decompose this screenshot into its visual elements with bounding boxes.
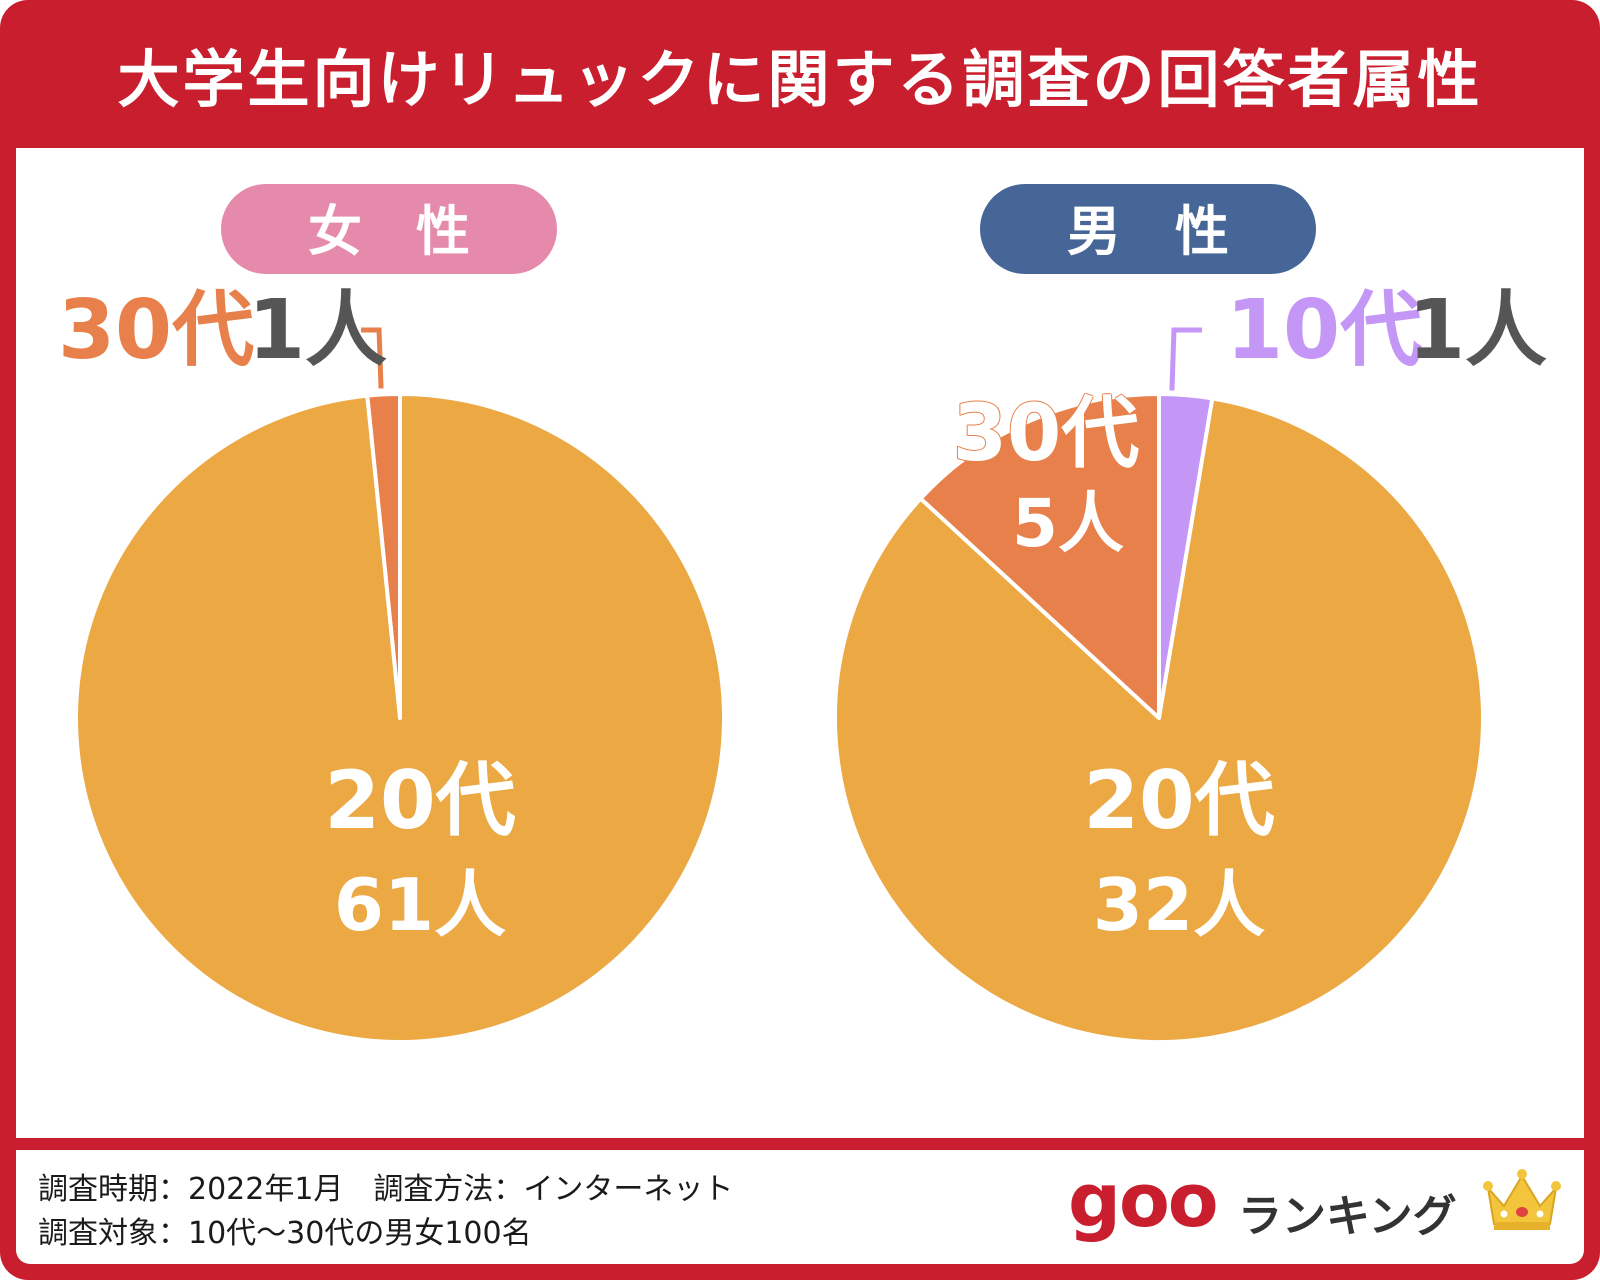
male-label-30s-count: 5人 (1012, 485, 1124, 562)
male-label-10s-count: 1人 (1408, 283, 1547, 378)
male-slice-30s (918, 392, 1161, 720)
female-label-30s-age: 30代 (58, 283, 254, 378)
crown-icon (1483, 1169, 1561, 1230)
female-pill (221, 184, 557, 274)
male-label-10s-age: 10代 (1226, 283, 1422, 378)
survey-info-line-1: 調査時期：2022年1月 調査方法：インターネット (38, 1172, 734, 1207)
male-pill-label: 男 性 (1067, 200, 1229, 263)
male-label-20s-count: 32人 (1093, 863, 1265, 947)
survey-info-line-2: 調査対象：10代〜30代の男女100名 (38, 1216, 532, 1251)
female-label-30s-leader (361, 327, 384, 389)
female-label-20s-count: 61人 (334, 863, 506, 947)
female-pill-label: 女 性 (308, 200, 470, 263)
male-label-30s-age: 30代 (953, 389, 1140, 479)
female-label-30s-count: 1人 (248, 283, 387, 378)
male-label-10s-leader (1169, 327, 1202, 391)
chart-area: 女 性 30代 1人 20代 61人男 性 10代 1人 20代 32人 30代 5人 (16, 148, 1584, 1138)
goo-logo: goo (1068, 1158, 1219, 1244)
footer: 調査時期：2022年1月 調査方法：インターネット 調査対象：10代〜30代の男… (16, 1150, 1584, 1264)
female-label-20s-age: 20代 (324, 754, 515, 847)
male-slice-20s (833, 396, 1485, 1044)
ranking-logo-text: ランキング (1238, 1191, 1457, 1242)
female-slice-20s (74, 392, 726, 1044)
page-title: 大学生向けリュックに関する調査の回答者属性 (117, 43, 1483, 116)
male-pill (980, 184, 1316, 274)
male-label-20s-age: 20代 (1083, 754, 1274, 847)
